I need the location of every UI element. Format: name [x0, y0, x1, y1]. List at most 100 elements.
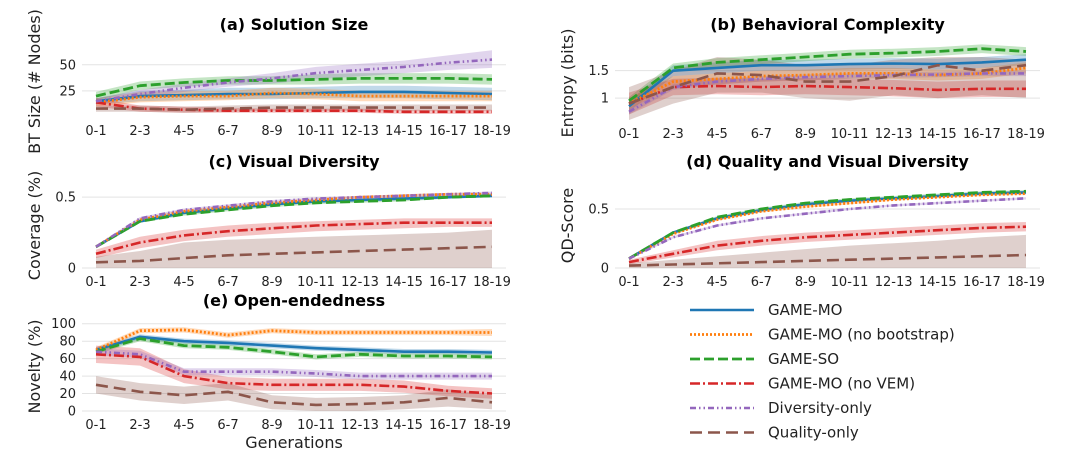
- band-game-so: [629, 44, 1026, 105]
- y-tick-label: 0: [601, 262, 609, 277]
- x-tick-label: 4-5: [707, 275, 728, 290]
- band-game-so: [96, 73, 492, 101]
- x-tick-label: 0-1: [618, 127, 639, 142]
- x-tick-label: 10-11: [831, 127, 869, 142]
- panel-c: (c) Visual Diversity 0 0.5 0-1 2-3 4-5 6-7 8-9 1…: [25, 152, 511, 290]
- x-tick-label: 8-9: [795, 275, 816, 290]
- x-tick-label: 6-7: [751, 127, 772, 142]
- y-tick-label: 0.5: [588, 202, 609, 217]
- x-tick-label: 14-15: [919, 275, 957, 290]
- y-tick-label: 1: [601, 92, 609, 107]
- series-line-game-mo-no-bootstrap-: [628, 192, 1027, 260]
- x-tick-label: 8-9: [261, 418, 282, 433]
- y-tick-label: 0.5: [55, 191, 76, 206]
- y-tick-label: 0: [68, 405, 76, 420]
- y-tick-label: 0: [68, 262, 76, 277]
- panel-title: (b) Behavioral Complexity: [710, 15, 945, 34]
- series-line-game-so: [95, 77, 493, 98]
- legend-label: GAME-MO (no bootstrap): [768, 326, 955, 344]
- x-tick-label: 14-15: [385, 275, 423, 290]
- x-tick-label: 18-19: [1007, 275, 1045, 290]
- legend-label: Diversity-only: [768, 399, 872, 417]
- y-tick-label: 60: [59, 352, 76, 367]
- series-line-game-mo-no-vem-: [95, 221, 492, 256]
- band-game-mo-no-vem-: [96, 218, 492, 259]
- x-tick-label: 8-9: [261, 124, 282, 139]
- series-line-game-mo: [95, 335, 493, 354]
- x-tick-label: 16-17: [429, 275, 467, 290]
- legend-label: GAME-SO: [768, 350, 839, 368]
- x-tick-label: 8-9: [261, 275, 282, 290]
- x-tick-label: 6-7: [217, 275, 238, 290]
- y-axis-label: Entropy (bits): [558, 29, 577, 138]
- y-tick-label: 25: [59, 84, 76, 99]
- band-diversity-only: [629, 70, 1026, 115]
- panel-e: (e) Open-endedness 0 20 40 60 80 100 0-1 2-3 4-5 6…: [25, 291, 511, 452]
- legend-label: GAME-MO: [768, 301, 842, 319]
- y-tick-label: 20: [59, 387, 76, 402]
- panel-title: (d) Quality and Visual Diversity: [686, 152, 969, 171]
- band-game-mo-no-vem-: [629, 77, 1026, 115]
- x-tick-label: 0-1: [85, 124, 106, 139]
- series-line-quality-only: [95, 383, 493, 407]
- series-line-quality-only: [628, 253, 1027, 267]
- series-line-game-mo-no-vem-: [95, 101, 492, 114]
- panel-a: (a) Solution Size 25 50 0-1 2-3 4-5 6-7 8-9 10-1…: [25, 9, 511, 154]
- x-tick-label: 2-3: [129, 124, 150, 139]
- x-tick-label: 16-17: [429, 418, 467, 433]
- band-diversity-only: [629, 197, 1026, 260]
- y-tick-label: 100: [51, 317, 76, 332]
- x-tick-label: 18-19: [1007, 127, 1045, 142]
- panel-title: (e) Open-endedness: [203, 291, 385, 310]
- band-game-so: [96, 336, 492, 360]
- x-tick-label: 6-7: [751, 275, 772, 290]
- x-tick-label: 16-17: [429, 124, 467, 139]
- x-tick-label: 12-13: [341, 124, 379, 139]
- x-tick-label: 18-19: [473, 124, 511, 139]
- x-tick-label: 14-15: [385, 418, 423, 433]
- x-tick-label: 14-15: [385, 124, 423, 139]
- legend: GAME-MO GAME-MO (no bootstrap) GAME-SO GAME…: [690, 301, 955, 442]
- series-line-diversity-only: [95, 191, 493, 248]
- x-tick-label: 12-13: [875, 275, 913, 290]
- band-diversity-only: [96, 348, 492, 380]
- x-tick-label: 18-19: [473, 418, 511, 433]
- series-line-diversity-only: [628, 72, 1026, 113]
- series-line-quality-only: [95, 245, 493, 264]
- x-tick-label: 2-3: [129, 275, 150, 290]
- x-tick-label: 14-15: [919, 127, 957, 142]
- panel-title: (a) Solution Size: [220, 15, 369, 34]
- series-line-diversity-only: [95, 350, 492, 378]
- y-axis-label: Coverage (%): [25, 171, 44, 280]
- x-tick-label: 6-7: [217, 418, 238, 433]
- series-line-game-so: [628, 47, 1027, 102]
- panel-title: (c) Visual Diversity: [208, 152, 380, 171]
- series-line-game-mo: [95, 90, 493, 103]
- panel-b: (b) Behavioral Complexity 1 1.5 0-1 2-3 4-5 6-…: [558, 15, 1045, 142]
- x-tick-label: 10-11: [297, 418, 335, 433]
- x-tick-label: 10-11: [831, 275, 869, 290]
- x-tick-label: 18-19: [473, 275, 511, 290]
- series-line-quality-only: [628, 63, 1027, 105]
- x-tick-label: 12-13: [341, 275, 379, 290]
- x-tick-label: 4-5: [173, 418, 194, 433]
- x-tick-label: 10-11: [297, 275, 335, 290]
- band-quality-only: [629, 234, 1026, 268]
- series-line-game-mo-no-vem-: [628, 84, 1026, 105]
- series-line-game-mo-no-vem-: [628, 225, 1027, 264]
- x-tick-label: 6-7: [217, 124, 238, 139]
- y-axis-label: Novelty (%): [25, 319, 44, 413]
- x-tick-label: 8-9: [795, 127, 816, 142]
- x-tick-label: 0-1: [85, 418, 106, 433]
- x-tick-label: 4-5: [173, 275, 194, 290]
- band-game-mo-no-bootstrap-: [629, 62, 1026, 109]
- series-line-game-mo: [628, 58, 1027, 108]
- x-tick-label: 4-5: [707, 127, 728, 142]
- series-line-diversity-only: [95, 58, 493, 103]
- series-line-game-mo-no-vem-: [95, 353, 493, 395]
- y-tick-label: 80: [59, 335, 76, 350]
- x-tick-label: 0-1: [618, 275, 639, 290]
- x-tick-label: 12-13: [875, 127, 913, 142]
